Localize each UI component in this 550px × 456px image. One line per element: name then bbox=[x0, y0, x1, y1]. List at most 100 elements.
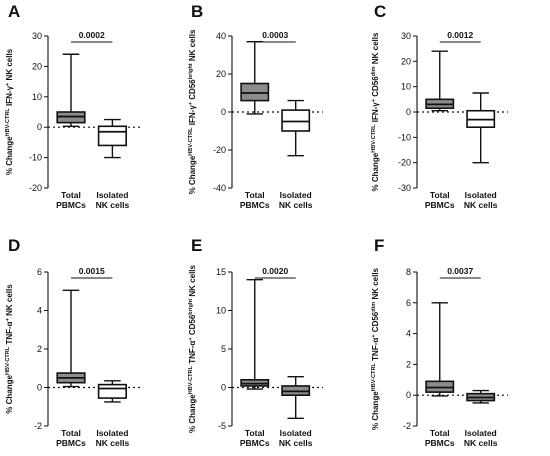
y-axis-title-superscript: HBV-CTRL bbox=[5, 108, 11, 137]
x-category-label: Total PBMCs bbox=[56, 190, 86, 210]
box-isolated-nk-cells bbox=[97, 380, 127, 403]
y-tick-label: 10 bbox=[32, 92, 42, 102]
iqr-box bbox=[97, 383, 127, 399]
y-axis-title-superscript: dim bbox=[371, 66, 377, 76]
y-axis-title-text: % Change bbox=[5, 374, 14, 413]
y-axis-title-superscript: HBV-CTRL bbox=[371, 362, 377, 391]
y-axis-title-superscript: + bbox=[371, 334, 377, 338]
x-category-label: Isolated NK cells bbox=[96, 190, 130, 210]
y-tick-label: 10 bbox=[401, 82, 411, 92]
x-category-label-line: Total bbox=[430, 190, 450, 200]
x-category-label: Total PBMCs bbox=[425, 190, 455, 210]
y-axis-title-superscript: + bbox=[188, 101, 194, 105]
y-axis-title-text: CD56 bbox=[371, 311, 380, 334]
x-category-label-line: NK cells bbox=[464, 200, 498, 210]
box-total-pbmcs bbox=[56, 53, 86, 127]
x-category-label-line: PBMCs bbox=[240, 200, 270, 210]
y-axis-title-text: CD56 bbox=[371, 76, 380, 99]
y-axis-title: % ChangeHBV-CTRL TNF-α+ NK cells bbox=[5, 284, 14, 414]
y-axis-title-text: NK cells bbox=[188, 264, 197, 298]
y-tick-label: 20 bbox=[216, 69, 226, 79]
y-tick-label: 0 bbox=[406, 390, 411, 400]
x-category-label-line: NK cells bbox=[96, 438, 130, 448]
y-tick-label: 4 bbox=[406, 329, 411, 339]
y-tick-label: -20 bbox=[29, 183, 42, 193]
p-value-label: 0.0037 bbox=[447, 266, 473, 276]
box-total-pbmcs bbox=[56, 289, 86, 388]
x-category-label: Isolated NK cells bbox=[464, 190, 498, 210]
x-category-label: Isolated NK cells bbox=[464, 428, 498, 448]
x-category-label-line: Isolated bbox=[465, 428, 497, 438]
y-axis-title-superscript: + bbox=[5, 317, 11, 321]
y-axis-title-superscript: HBV-CTRL bbox=[188, 127, 194, 156]
y-axis-title-text: CD56 bbox=[188, 79, 197, 102]
y-tick-label: 15 bbox=[216, 267, 226, 277]
y-axis-title-superscript: + bbox=[188, 337, 194, 341]
x-category-label: Total PBMCs bbox=[240, 190, 270, 210]
y-tick-label: -30 bbox=[398, 183, 411, 193]
x-category-label-line: NK cells bbox=[279, 200, 313, 210]
y-tick-label: 6 bbox=[37, 267, 42, 277]
iqr-box bbox=[281, 109, 311, 132]
y-axis-title-text: % Change bbox=[5, 136, 14, 175]
y-tick-label: -10 bbox=[29, 153, 42, 163]
box-isolated-nk-cells bbox=[281, 376, 311, 419]
x-category-label-line: Total bbox=[245, 190, 265, 200]
panel-label: A bbox=[8, 2, 20, 21]
y-tick-label: -2 bbox=[34, 421, 42, 431]
y-axis-title-text: TNF-α bbox=[371, 338, 380, 363]
x-category-label-line: Total bbox=[61, 428, 81, 438]
y-axis-title-text: IFN-γ bbox=[371, 102, 380, 125]
y-tick-label: 8 bbox=[406, 267, 411, 277]
box-total-pbmcs bbox=[240, 41, 270, 115]
x-category-label-line: NK cells bbox=[464, 438, 498, 448]
p-value-label: 0.0015 bbox=[79, 266, 105, 276]
y-axis-title-superscript: HBV-CTRL bbox=[5, 346, 11, 375]
box-total-pbmcs bbox=[425, 50, 455, 112]
panel-label: B bbox=[191, 2, 203, 21]
y-tick-label: 30 bbox=[401, 31, 411, 41]
y-axis-title-text: NK cells bbox=[5, 48, 14, 82]
y-axis-title-text: IFN-γ bbox=[5, 85, 14, 108]
y-axis-title-text: % Change bbox=[371, 391, 380, 430]
y-tick-label: 20 bbox=[401, 56, 411, 66]
x-category-label-line: Total bbox=[61, 190, 81, 200]
panel-c: C -30 -20 -10 0 10 20 30 0.0012 Total PBMCs Isolate… bbox=[371, 2, 508, 210]
x-category-label: Total PBMCs bbox=[240, 428, 270, 448]
y-tick-label: 2 bbox=[406, 359, 411, 369]
x-category-label-line: Isolated bbox=[280, 190, 312, 200]
y-tick-label: -40 bbox=[213, 183, 226, 193]
y-tick-label: -10 bbox=[398, 132, 411, 142]
y-tick-label: 2 bbox=[37, 344, 42, 354]
y-tick-label: 40 bbox=[216, 31, 226, 41]
x-category-label-line: PBMCs bbox=[425, 438, 455, 448]
y-axis-title-superscript: + bbox=[371, 98, 377, 102]
y-tick-label: 6 bbox=[406, 298, 411, 308]
iqr-box bbox=[97, 125, 127, 147]
y-tick-label: 5 bbox=[221, 344, 226, 354]
y-axis-title-superscript: bright bbox=[188, 299, 194, 315]
panel-label: F bbox=[374, 236, 384, 255]
box-isolated-nk-cells bbox=[97, 118, 127, 159]
x-category-label-line: PBMCs bbox=[240, 438, 270, 448]
y-tick-label: 30 bbox=[32, 31, 42, 41]
y-axis-title: % ChangeHBV-CTRL IFN-γ+ NK cells bbox=[5, 48, 14, 175]
x-category-label: Isolated NK cells bbox=[279, 190, 313, 210]
panel-label: E bbox=[191, 236, 202, 255]
box-isolated-nk-cells bbox=[281, 99, 311, 157]
y-axis-title-text: IFN-γ bbox=[188, 105, 197, 128]
x-category-label-line: Isolated bbox=[96, 190, 128, 200]
y-axis-title-text: % Change bbox=[188, 155, 197, 194]
panel-label: C bbox=[374, 2, 386, 21]
y-axis-title-text: % Change bbox=[371, 152, 380, 191]
box-total-pbmcs bbox=[425, 302, 455, 397]
p-value-label: 0.0003 bbox=[262, 30, 288, 40]
y-tick-label: 0 bbox=[221, 383, 226, 393]
y-axis-title-superscript: HBV-CTRL bbox=[188, 365, 194, 394]
y-tick-label: 10 bbox=[216, 306, 226, 316]
